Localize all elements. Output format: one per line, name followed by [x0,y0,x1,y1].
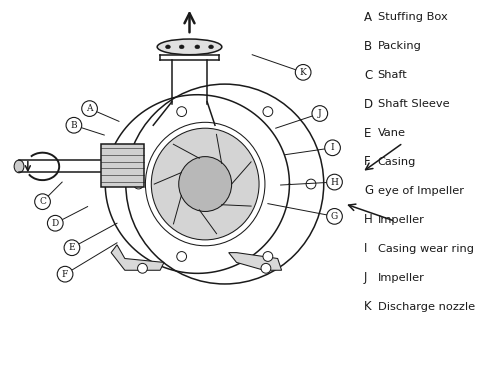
Circle shape [327,209,342,224]
Text: H: H [364,213,373,226]
Ellipse shape [14,160,24,173]
Circle shape [57,266,73,282]
Text: D: D [52,219,59,228]
Circle shape [261,263,271,273]
Circle shape [138,263,147,273]
Text: K: K [364,300,372,313]
Circle shape [47,215,63,231]
Ellipse shape [157,39,222,55]
Polygon shape [111,245,164,270]
Circle shape [134,179,143,189]
Text: A: A [364,11,372,24]
Text: B: B [70,121,77,130]
Text: Discharge nozzle: Discharge nozzle [378,302,475,311]
Text: E: E [364,126,371,140]
Circle shape [263,107,273,116]
Text: F: F [364,155,371,169]
Text: G: G [364,185,373,198]
Ellipse shape [195,45,200,49]
Text: I: I [364,242,367,255]
Circle shape [177,107,187,116]
Text: D: D [364,98,373,111]
Text: Vane: Vane [378,128,406,138]
Circle shape [306,179,316,189]
Text: eye of Impeller: eye of Impeller [378,186,464,196]
Circle shape [295,64,311,80]
Text: J: J [318,109,322,118]
Ellipse shape [151,128,259,240]
Text: G: G [331,212,338,221]
Text: Stuffing Box: Stuffing Box [378,13,448,22]
Circle shape [263,251,273,262]
Text: Shaft: Shaft [378,70,407,80]
Text: Casing wear ring: Casing wear ring [378,244,474,254]
Text: E: E [69,243,75,252]
Text: A: A [86,104,93,113]
Circle shape [82,101,97,116]
Text: F: F [62,270,68,279]
Circle shape [177,251,187,262]
Ellipse shape [179,45,184,49]
Circle shape [35,194,50,209]
Polygon shape [229,253,281,270]
Text: Impeller: Impeller [378,273,425,283]
Text: Packing: Packing [378,41,422,51]
Text: K: K [300,68,306,77]
Text: Impeller: Impeller [378,215,425,225]
Circle shape [312,106,328,121]
Text: Casing: Casing [378,157,416,167]
Circle shape [327,174,342,190]
Ellipse shape [166,45,170,49]
Ellipse shape [209,45,214,49]
FancyBboxPatch shape [101,144,144,187]
Circle shape [66,118,82,133]
Text: B: B [364,40,372,53]
Text: H: H [330,177,338,187]
Text: I: I [331,143,334,152]
Text: Shaft Sleeve: Shaft Sleeve [378,99,449,109]
Text: C: C [39,197,46,206]
Circle shape [64,240,80,256]
Text: C: C [364,69,372,82]
Text: J: J [364,271,367,284]
Circle shape [325,140,340,155]
Ellipse shape [179,157,232,211]
